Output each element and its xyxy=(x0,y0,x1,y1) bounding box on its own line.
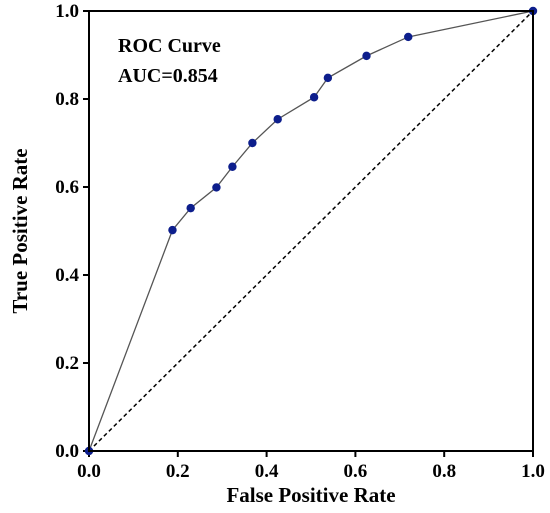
y-tick-label: 1.0 xyxy=(55,1,79,22)
annotation-auc: AUC=0.854 xyxy=(118,65,218,87)
axis-ticks: 0.0 0.2 0.4 0.6 0.8 1.0 0.0 0.2 0.4 0.6 0.8 1.0 xyxy=(55,1,545,482)
y-tick-label: 0.0 xyxy=(55,441,79,462)
roc-point xyxy=(186,203,195,213)
x-tick-label: 0.2 xyxy=(166,461,190,482)
roc-point xyxy=(168,225,177,235)
annotation-title: ROC Curve xyxy=(118,35,221,57)
x-tick-label: 0.8 xyxy=(432,461,456,482)
y-tick-label: 0.8 xyxy=(55,89,79,110)
y-tick-label: 0.6 xyxy=(55,177,79,198)
plot-frame xyxy=(88,10,534,452)
roc-point xyxy=(212,183,221,192)
roc-point xyxy=(404,32,413,42)
reference-line-group xyxy=(88,10,534,452)
roc-point xyxy=(273,115,282,124)
series-group xyxy=(84,6,538,456)
roc-point xyxy=(228,162,237,171)
x-tick-label: 0.6 xyxy=(344,461,368,482)
roc-point xyxy=(323,73,333,83)
x-axis-label: False Positive Rate xyxy=(226,483,395,507)
x-tick-label: 0.4 xyxy=(255,461,279,482)
y-axis-label: True Positive Rate xyxy=(8,148,32,313)
roc-point xyxy=(248,138,257,148)
roc-point xyxy=(309,93,319,102)
roc-point xyxy=(362,51,371,61)
roc-curve-line xyxy=(88,10,534,452)
x-tick-label: 1.0 xyxy=(521,461,545,482)
y-tick-label: 0.4 xyxy=(55,265,79,286)
y-tick-label: 0.2 xyxy=(55,353,79,374)
reference-diagonal-line xyxy=(88,10,534,452)
x-tick-label: 0.0 xyxy=(77,461,101,482)
